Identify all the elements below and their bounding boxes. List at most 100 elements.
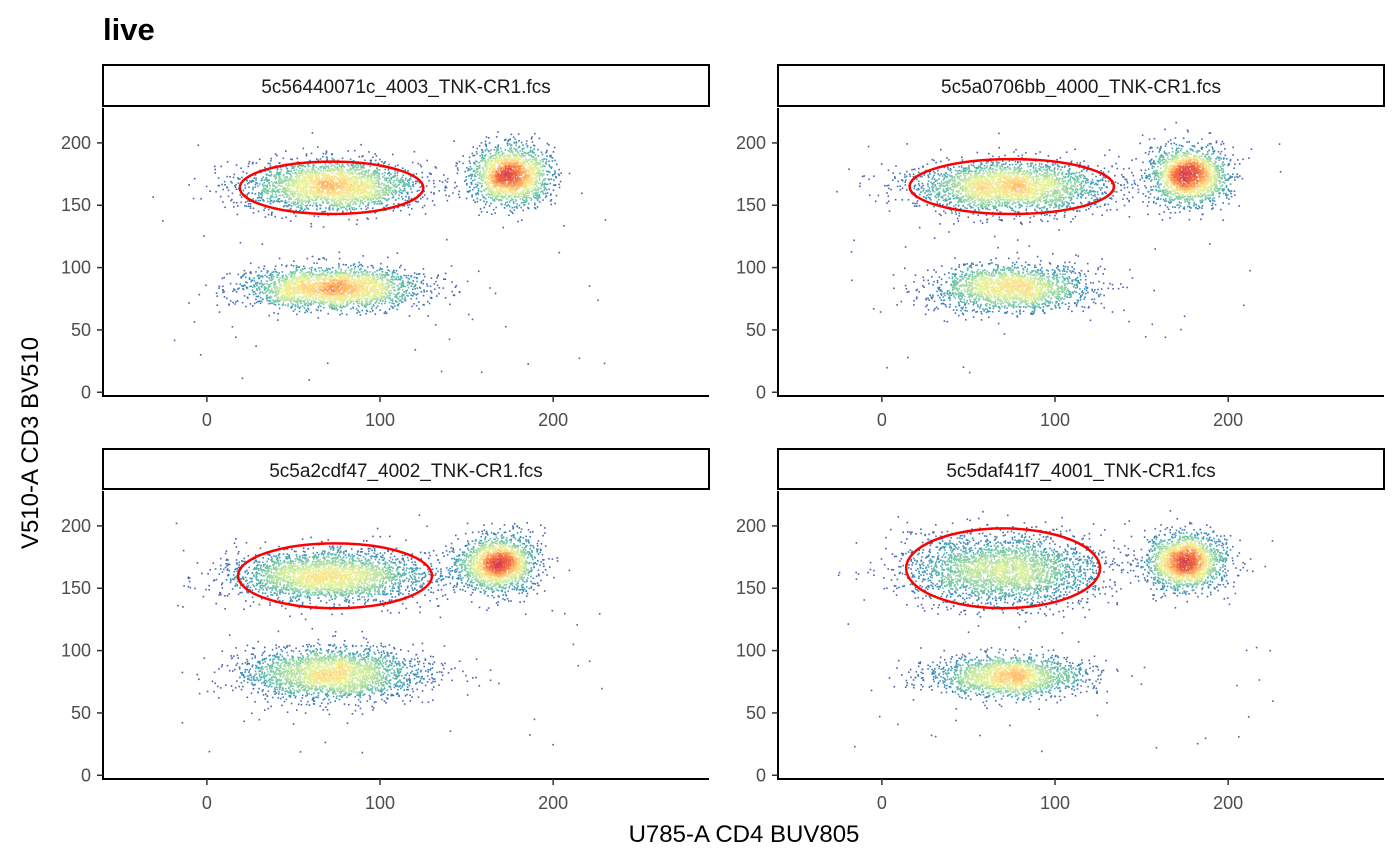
data-point bbox=[288, 294, 290, 297]
data-point bbox=[304, 191, 306, 194]
data-point bbox=[339, 302, 341, 304]
data-point bbox=[483, 176, 486, 179]
data-point bbox=[193, 321, 196, 323]
data-point bbox=[316, 262, 318, 265]
data-point bbox=[258, 288, 261, 291]
data-point bbox=[267, 287, 269, 289]
data-point bbox=[408, 213, 411, 216]
data-point bbox=[304, 274, 307, 276]
data-point bbox=[513, 190, 516, 192]
data-point bbox=[367, 277, 370, 279]
data-point bbox=[402, 284, 405, 286]
data-point bbox=[248, 200, 251, 202]
data-point bbox=[266, 270, 269, 272]
data-point bbox=[252, 180, 255, 182]
data-point bbox=[484, 161, 486, 164]
data-point bbox=[367, 187, 370, 189]
data-point bbox=[385, 177, 388, 180]
data-point bbox=[292, 277, 294, 280]
data-point bbox=[300, 203, 303, 205]
data-point bbox=[306, 196, 308, 199]
data-point bbox=[385, 312, 388, 315]
data-point bbox=[240, 196, 243, 198]
data-point bbox=[533, 167, 535, 169]
data-point bbox=[333, 205, 335, 207]
data-point bbox=[291, 191, 293, 194]
data-point bbox=[356, 302, 359, 305]
data-point bbox=[264, 207, 266, 209]
data-point bbox=[326, 170, 328, 173]
data-point bbox=[344, 271, 346, 274]
data-point bbox=[335, 203, 338, 205]
data-point bbox=[405, 290, 408, 292]
data-point bbox=[488, 185, 490, 187]
data-point bbox=[367, 278, 369, 281]
data-point bbox=[433, 283, 436, 285]
data-point bbox=[507, 139, 510, 141]
data-point bbox=[301, 273, 304, 275]
data-point bbox=[306, 189, 308, 191]
data-point bbox=[350, 300, 352, 302]
data-point bbox=[262, 198, 264, 201]
data-point bbox=[382, 289, 385, 292]
data-point bbox=[374, 201, 376, 204]
data-point bbox=[335, 304, 338, 306]
data-point bbox=[394, 305, 396, 307]
data-point bbox=[282, 290, 285, 293]
data-point bbox=[295, 169, 298, 171]
data-point bbox=[476, 200, 479, 203]
data-point bbox=[350, 308, 352, 310]
data-point bbox=[452, 192, 454, 194]
data-point bbox=[246, 281, 249, 284]
data-point bbox=[268, 302, 270, 305]
data-point bbox=[310, 152, 313, 155]
data-point bbox=[318, 277, 321, 279]
data-point bbox=[391, 300, 394, 302]
data-point bbox=[331, 308, 333, 310]
data-point bbox=[265, 297, 268, 299]
data-point bbox=[400, 284, 403, 287]
data-point bbox=[307, 177, 309, 179]
data-point bbox=[502, 196, 505, 199]
data-point bbox=[319, 158, 322, 160]
data-point bbox=[542, 173, 544, 176]
data-point bbox=[297, 182, 300, 184]
data-point bbox=[360, 276, 363, 279]
data-point bbox=[272, 299, 274, 302]
data-point bbox=[350, 301, 353, 304]
data-point bbox=[372, 187, 375, 190]
data-point bbox=[373, 277, 376, 279]
data-point bbox=[373, 176, 376, 179]
data-point bbox=[304, 166, 307, 168]
data-point bbox=[245, 305, 247, 308]
data-point bbox=[499, 155, 502, 158]
data-point bbox=[367, 280, 369, 282]
data-point bbox=[258, 287, 260, 290]
data-point bbox=[282, 186, 284, 189]
data-point bbox=[333, 171, 335, 173]
data-point bbox=[533, 170, 535, 173]
data-point bbox=[380, 197, 383, 199]
data-point bbox=[310, 301, 312, 304]
data-point bbox=[340, 270, 342, 273]
data-point bbox=[227, 195, 230, 198]
data-point bbox=[383, 177, 386, 179]
data-point bbox=[489, 164, 491, 166]
data-point bbox=[323, 300, 325, 303]
data-point bbox=[529, 149, 532, 151]
data-point bbox=[358, 275, 361, 277]
data-point bbox=[392, 293, 395, 295]
data-point bbox=[299, 178, 301, 181]
data-point bbox=[536, 176, 538, 179]
data-point bbox=[310, 270, 313, 273]
data-point bbox=[428, 302, 431, 305]
facet-strip bbox=[102, 64, 710, 107]
data-point bbox=[298, 180, 300, 183]
data-point bbox=[551, 157, 554, 159]
data-point bbox=[290, 285, 293, 288]
data-point bbox=[296, 290, 299, 292]
data-point bbox=[381, 270, 384, 273]
data-point bbox=[339, 304, 342, 306]
data-point bbox=[425, 185, 428, 187]
data-point bbox=[269, 297, 272, 299]
